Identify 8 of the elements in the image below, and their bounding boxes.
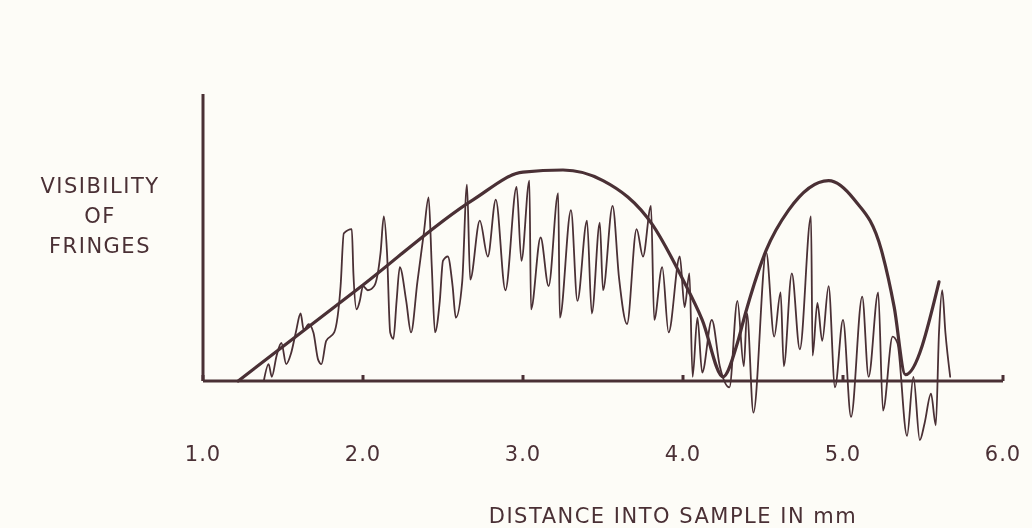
y-axis-title: VISIBILITY OF FRINGES bbox=[40, 174, 160, 258]
x-tick-label: 2.0 bbox=[344, 442, 382, 466]
x-tick-label: 1.0 bbox=[184, 442, 222, 466]
x-tick-label: 6.0 bbox=[984, 442, 1022, 466]
x-tick-label: 3.0 bbox=[504, 442, 542, 466]
x-tick-label: 5.0 bbox=[824, 442, 862, 466]
x-axis-title: DISTANCE INTO SAMPLE IN mm bbox=[488, 504, 858, 528]
x-tick-label: 4.0 bbox=[664, 442, 702, 466]
